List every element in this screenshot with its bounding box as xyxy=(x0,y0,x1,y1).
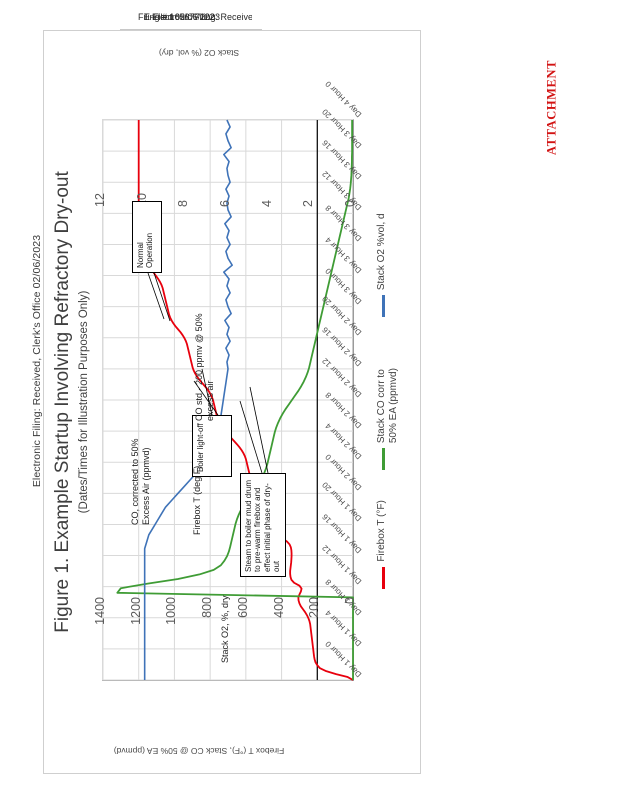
filing-margin-text: Electronic Filing: Received, Clerk's Off… xyxy=(31,234,43,488)
chart-stage: Figure 1. Example Startup Involving Refr… xyxy=(44,31,420,773)
plot-svg xyxy=(102,119,354,681)
series-line-2 xyxy=(143,119,233,680)
stamp-line-3: Electronic Filing: Received, Clerk's xyxy=(152,12,252,22)
leader-line xyxy=(201,368,213,416)
efiling-stamp: Filing # 165677122 E-Filed 02/06/2023 El… xyxy=(122,12,252,28)
stamp-line-1: Filing # 165677122 xyxy=(138,12,215,22)
header-divider xyxy=(120,29,262,30)
leader-line xyxy=(193,380,219,416)
attachment-label: ATTACHMENT xyxy=(544,59,559,156)
stamp-line-2: E-Filed 02/06/2023 xyxy=(144,12,221,22)
plot-area xyxy=(102,119,354,681)
series-line-1 xyxy=(116,120,354,680)
leader-line xyxy=(147,272,165,320)
leader-line xyxy=(249,386,269,474)
chart-container: Figure 1. Example Startup Involving Refr… xyxy=(43,30,421,774)
leader-line xyxy=(239,400,263,474)
leader-line xyxy=(153,272,171,322)
leader-lines xyxy=(147,272,269,474)
